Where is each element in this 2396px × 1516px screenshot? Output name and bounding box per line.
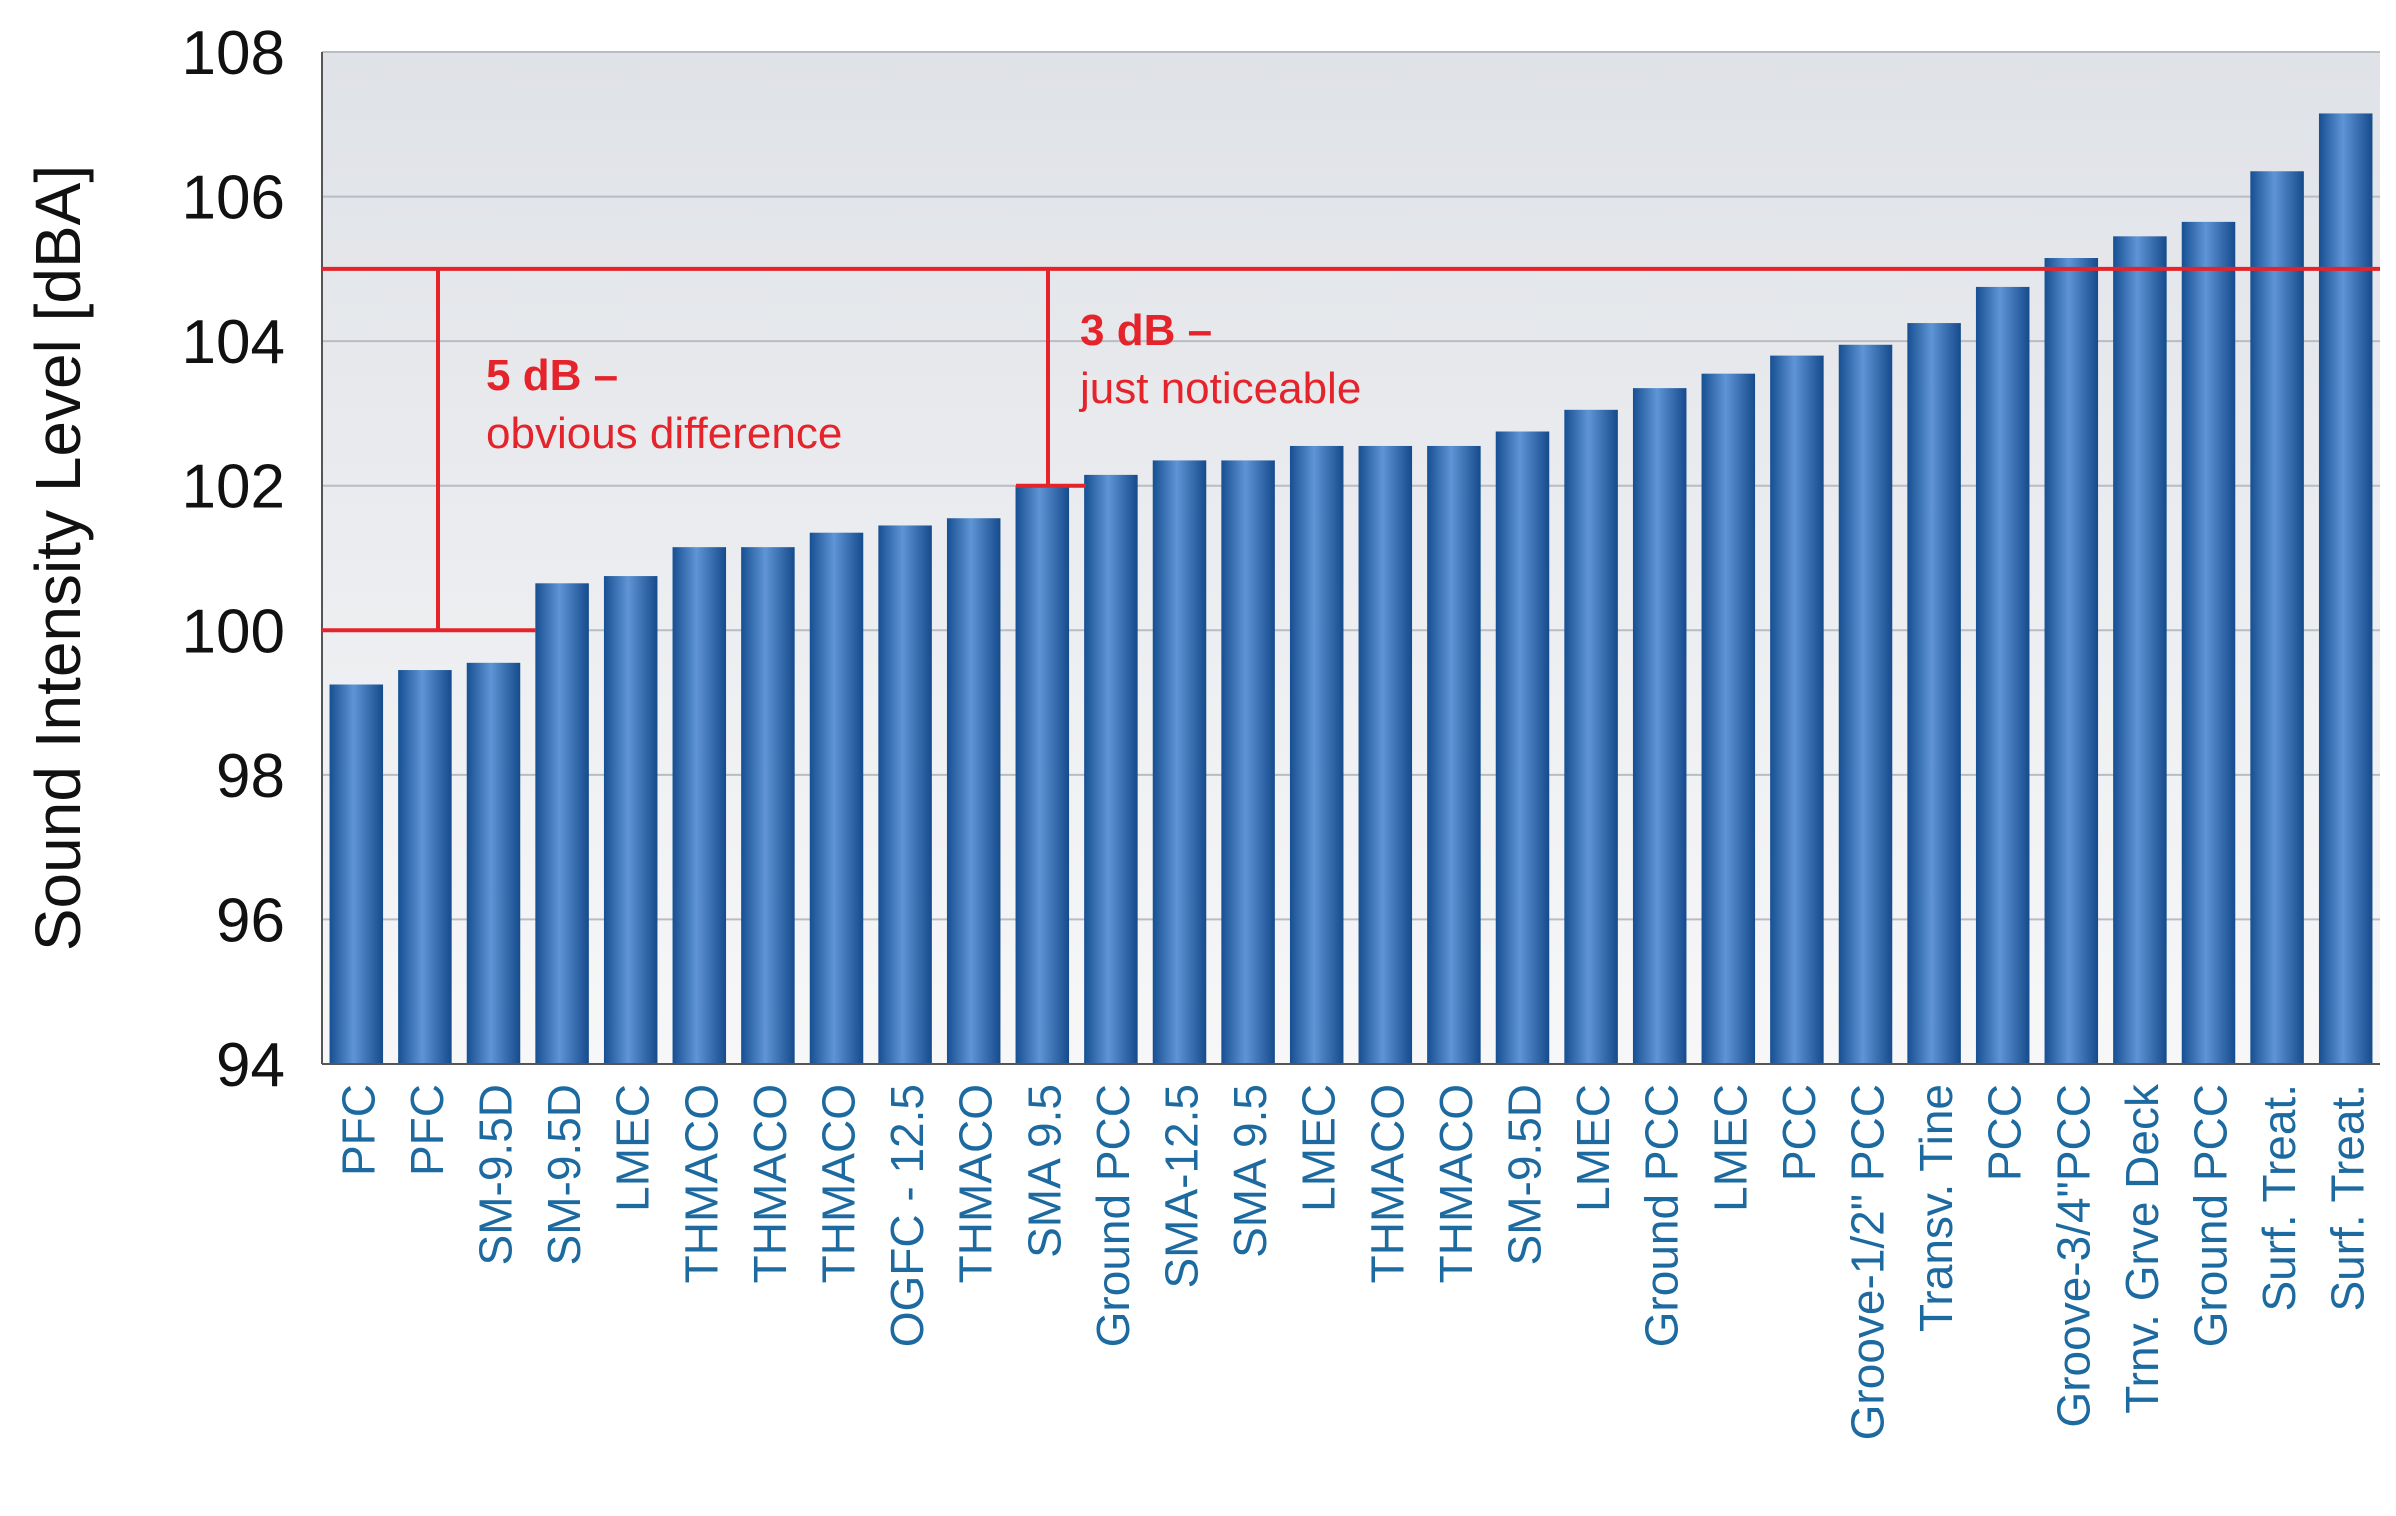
x-tick-label: THMACO bbox=[1430, 1084, 1482, 1283]
x-tick-label: PFC bbox=[332, 1084, 384, 1176]
y-axis-label: Sound Intensity Level [dBA] bbox=[22, 165, 94, 951]
bar bbox=[741, 547, 795, 1064]
x-tick-label: SM-9.5D bbox=[538, 1084, 590, 1265]
bar bbox=[1289, 445, 1344, 1064]
x-tick-label: Groove-3/4"PCC bbox=[2047, 1084, 2099, 1428]
x-tick-label: PFC bbox=[401, 1084, 453, 1176]
x-tick-label: SMA 9.5 bbox=[1224, 1084, 1276, 1258]
bars bbox=[329, 113, 2373, 1065]
x-tick-label: Surf. Treat. bbox=[2253, 1084, 2305, 1312]
bar bbox=[2181, 221, 2236, 1064]
annotation-3db-text: just noticeable bbox=[1078, 364, 1361, 413]
annotation-3db-title: 3 dB – bbox=[1080, 306, 1212, 355]
bar bbox=[1221, 460, 1275, 1064]
bar bbox=[1152, 460, 1207, 1064]
bar bbox=[1084, 474, 1138, 1064]
x-tick-label: SMA-12.5 bbox=[1156, 1084, 1208, 1289]
plot-area bbox=[322, 52, 2380, 1064]
x-tick-label: THMACO bbox=[744, 1084, 796, 1283]
bar bbox=[1495, 431, 1550, 1064]
y-tick-label: 100 bbox=[182, 597, 285, 666]
x-tick-label: LMEC bbox=[1704, 1084, 1756, 1212]
annotations: 5 dB – obvious difference 3 dB – just notic… bbox=[322, 266, 2380, 633]
x-tick-label: Trnv. Grve Deck bbox=[2116, 1083, 2168, 1414]
x-tick-label: Ground PCC bbox=[1087, 1084, 1139, 1347]
bar bbox=[878, 525, 932, 1064]
bar bbox=[2044, 258, 2099, 1064]
bar bbox=[1770, 355, 1824, 1065]
x-tick-label: Transv. Tine bbox=[1910, 1084, 1962, 1332]
x-tick-label: Ground PCC bbox=[1636, 1084, 1688, 1347]
x-tick-label: THMACO bbox=[813, 1084, 865, 1283]
y-tick-label: 94 bbox=[216, 1031, 285, 1100]
grid-lines bbox=[322, 51, 2380, 921]
x-tick-label: LMEC bbox=[1567, 1084, 1619, 1212]
bar bbox=[1564, 409, 1618, 1064]
x-tick-label: LMEC bbox=[1293, 1084, 1345, 1212]
bar bbox=[672, 547, 727, 1064]
bar bbox=[1427, 445, 1481, 1064]
x-tick-label: LMEC bbox=[607, 1084, 659, 1212]
bar bbox=[1838, 344, 1893, 1064]
y-tick-label: 96 bbox=[216, 886, 285, 955]
bar bbox=[2113, 236, 2167, 1065]
x-tick-label: PCC bbox=[1979, 1084, 2031, 1181]
x-tick-label: Surf. Treat. bbox=[2322, 1084, 2374, 1312]
axes bbox=[321, 52, 2380, 1065]
x-tick-label: Ground PCC bbox=[2185, 1084, 2237, 1347]
bar bbox=[1907, 323, 1961, 1065]
x-tick-label: PCC bbox=[1773, 1084, 1825, 1181]
annotation-5db-title: 5 dB – bbox=[486, 351, 618, 400]
bar bbox=[603, 576, 658, 1064]
x-tick-labels: PFC PFC SM-9.5D SM-9.5D LMEC THMACO THMACO THMA… bbox=[332, 1083, 2373, 1440]
bar bbox=[1015, 485, 1070, 1064]
y-tick-label: 108 bbox=[182, 19, 285, 88]
bar bbox=[466, 662, 521, 1064]
x-tick-label: OGFC - 12.5 bbox=[881, 1084, 933, 1347]
x-tick-label: THMACO bbox=[675, 1084, 727, 1283]
bar bbox=[2250, 171, 2304, 1064]
bar bbox=[535, 583, 589, 1064]
x-tick-label: THMACO bbox=[1361, 1084, 1413, 1283]
bar bbox=[1701, 373, 1756, 1065]
bar bbox=[398, 670, 452, 1064]
y-tick-label: 104 bbox=[182, 308, 285, 377]
x-tick-label: THMACO bbox=[950, 1084, 1002, 1283]
x-tick-label: Groove-1/2" PCC bbox=[1842, 1084, 1894, 1440]
bar bbox=[2318, 113, 2373, 1064]
y-tick-label: 98 bbox=[216, 742, 285, 811]
x-tick-label: SM-9.5D bbox=[1499, 1084, 1551, 1265]
bar bbox=[1358, 445, 1413, 1064]
y-tick-labels: 94 96 98 100 102 104 106 108 bbox=[182, 19, 285, 1100]
bar bbox=[329, 684, 384, 1064]
x-tick-label: SM-9.5D bbox=[470, 1084, 522, 1265]
y-tick-label: 106 bbox=[182, 164, 285, 233]
x-tick-label: SMA 9.5 bbox=[1018, 1084, 1070, 1258]
bar bbox=[809, 532, 864, 1064]
bar bbox=[1632, 388, 1687, 1065]
bar bbox=[1975, 286, 2030, 1064]
bar bbox=[946, 518, 1001, 1064]
y-tick-label: 102 bbox=[182, 453, 285, 522]
annotation-5db-text: obvious difference bbox=[486, 409, 842, 458]
